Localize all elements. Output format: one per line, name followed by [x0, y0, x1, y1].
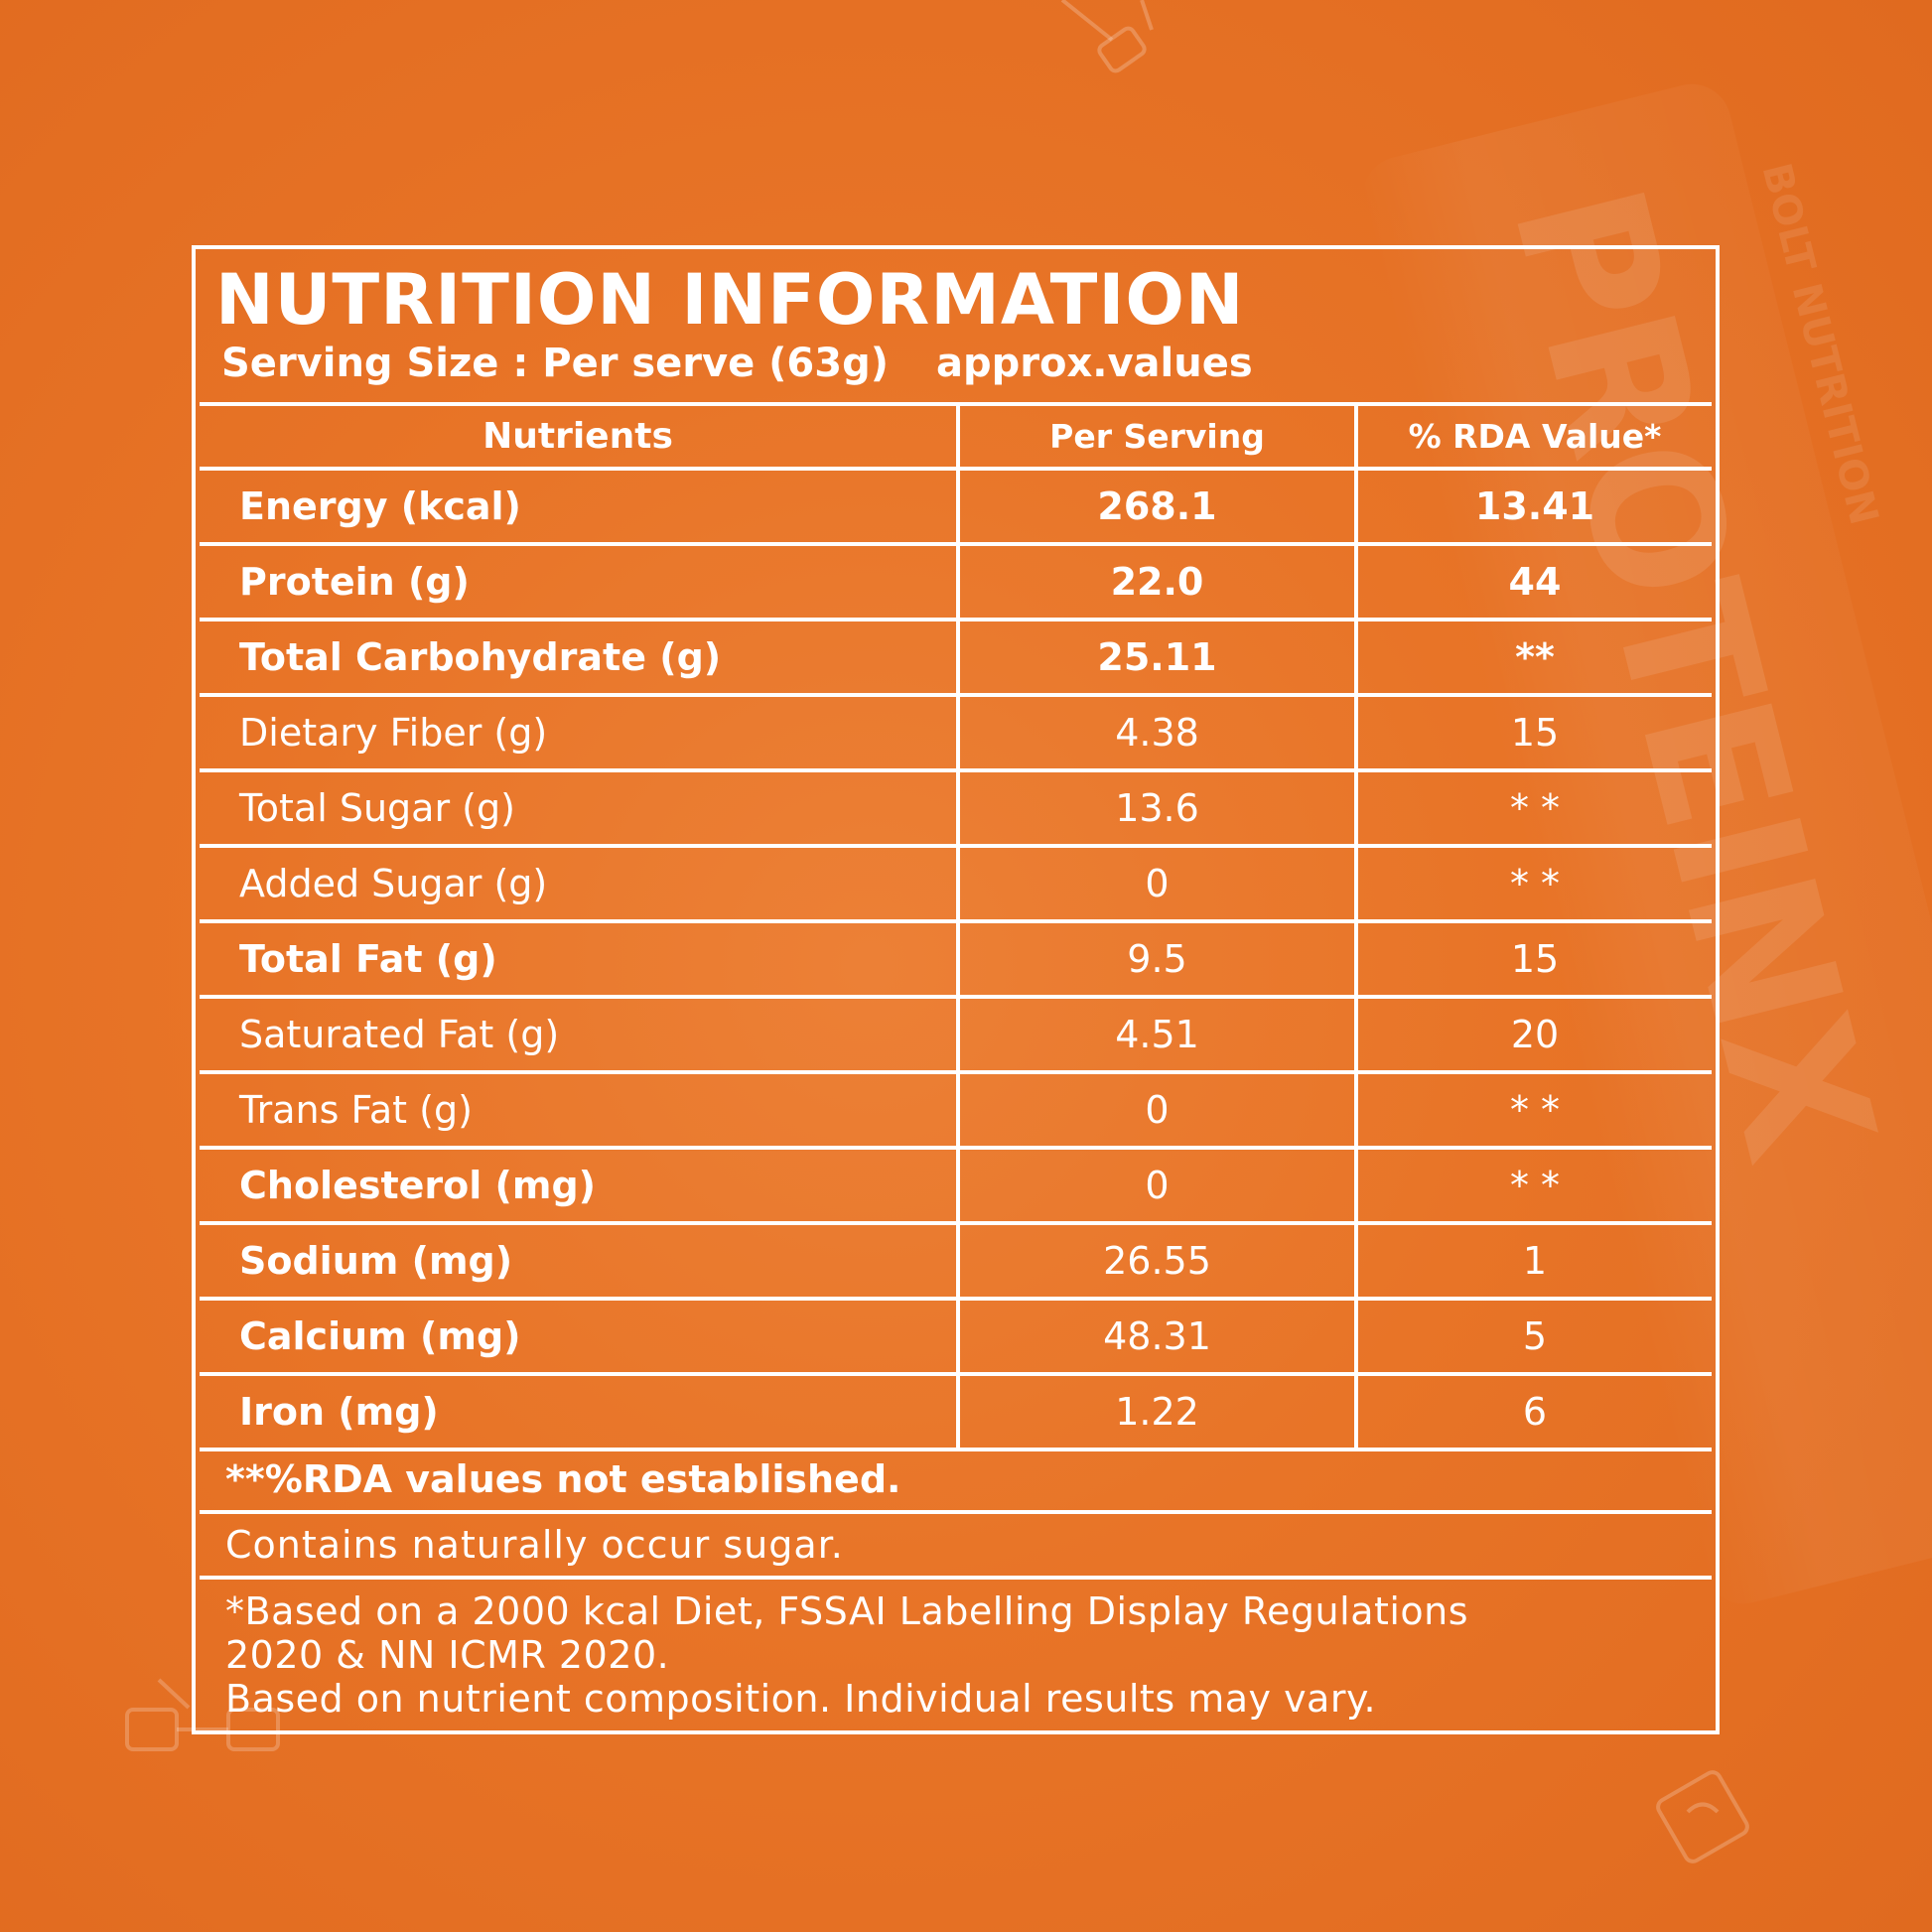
nutrient-name: Saturated Fat (g): [200, 999, 960, 1070]
per-serving-value: 48.31: [960, 1301, 1358, 1372]
nutrition-table: Nutrients Per Serving % RDA Value* Energ…: [200, 402, 1712, 1451]
table-row: Energy (kcal) 268.1 13.41: [200, 471, 1712, 546]
per-serving-value: 22.0: [960, 546, 1358, 618]
table-row: Protein (g) 22.0 44: [200, 546, 1712, 621]
nutrient-name: Total Sugar (g): [200, 772, 960, 844]
per-serving-value: 1.22: [960, 1376, 1358, 1448]
per-serving-value: 13.6: [960, 772, 1358, 844]
basis-line-2: 2020 & NN ICMR 2020.: [225, 1633, 670, 1677]
rda-value: **: [1515, 635, 1555, 679]
per-serving-value: 0: [960, 848, 1358, 919]
per-serving-value: 0: [960, 1150, 1358, 1221]
table-row: Iron (mg) 1.22 6: [200, 1376, 1712, 1451]
nutrient-name: Protein (g): [200, 546, 960, 618]
per-serving-value: 9.5: [960, 923, 1358, 995]
table-row: Cholesterol (mg) 0 * *: [200, 1150, 1712, 1225]
nutrient-name: Trans Fat (g): [200, 1074, 960, 1146]
nutrient-name: Energy (kcal): [200, 471, 960, 542]
rda-value: 15: [1510, 937, 1560, 981]
table-header-row: Nutrients Per Serving % RDA Value*: [200, 406, 1712, 471]
nutrient-name: Total Carbohydrate (g): [200, 621, 960, 693]
title-block: NUTRITION INFORMATION Serving Size : Per…: [196, 249, 1716, 404]
per-serving-value: 0: [960, 1074, 1358, 1146]
nutrient-name: Iron (mg): [200, 1376, 960, 1448]
dumbbell-icon: [125, 1678, 280, 1751]
rda-value: 5: [1522, 1314, 1548, 1358]
nutrition-panel: NUTRITION INFORMATION Serving Size : Per…: [192, 245, 1720, 1734]
per-serving-value: 25.11: [960, 621, 1358, 693]
rda-footnote: **%RDA values not established.: [200, 1449, 1712, 1514]
table-row: Trans Fat (g) 0 * *: [200, 1074, 1712, 1150]
rda-value: 20: [1510, 1013, 1560, 1056]
serving-size-line: Serving Size : Per serve (63g) approx.val…: [221, 341, 1253, 386]
nutrient-name: Sodium (mg): [200, 1225, 960, 1297]
column-header-rda: % RDA Value*: [1408, 417, 1662, 456]
nutrient-name: Calcium (mg): [200, 1301, 960, 1372]
rda-value: 1: [1522, 1239, 1548, 1283]
rda-value: * *: [1509, 786, 1561, 830]
table-row: Total Fat (g) 9.5 15: [200, 923, 1712, 999]
rda-value: 13.41: [1474, 484, 1595, 528]
table-row: Dietary Fiber (g) 4.38 15: [200, 697, 1712, 772]
column-header-per-serving: Per Serving: [960, 406, 1358, 467]
panel-title: NUTRITION INFORMATION: [215, 259, 1245, 341]
basis-footnote: *Based on a 2000 kcal Diet, FSSAI Labell…: [200, 1580, 1712, 1721]
per-serving-value: 4.51: [960, 999, 1358, 1070]
rda-value: 15: [1510, 711, 1560, 755]
per-serving-value: 268.1: [960, 471, 1358, 542]
footnotes: **%RDA values not established. Contains …: [200, 1449, 1712, 1721]
rda-value: 6: [1522, 1390, 1548, 1434]
weighing-scale-icon: [1656, 1770, 1749, 1863]
sugar-footnote: Contains naturally occur sugar.: [200, 1514, 1712, 1580]
table-row: Total Carbohydrate (g) 25.11 **: [200, 621, 1712, 697]
table-row: Total Sugar (g) 13.6 * *: [200, 772, 1712, 848]
nutrient-name: Cholesterol (mg): [200, 1150, 960, 1221]
table-row: Calcium (mg) 48.31 5: [200, 1301, 1712, 1376]
dumbbell-icon: [1060, 0, 1154, 73]
rda-value: 44: [1508, 560, 1562, 604]
rda-value: * *: [1509, 862, 1561, 905]
serving-size: Serving Size : Per serve (63g): [221, 341, 890, 386]
basis-line-3: Based on nutrient composition. Individua…: [225, 1677, 1377, 1721]
nutrient-name: Dietary Fiber (g): [200, 697, 960, 768]
rda-value: * *: [1509, 1164, 1561, 1207]
basis-line-1: *Based on a 2000 kcal Diet, FSSAI Labell…: [225, 1589, 1469, 1633]
per-serving-value: 4.38: [960, 697, 1358, 768]
table-row: Added Sugar (g) 0 * *: [200, 848, 1712, 923]
nutrient-name: Added Sugar (g): [200, 848, 960, 919]
column-header-nutrients: Nutrients: [200, 406, 960, 467]
approx-values-label: approx.values: [936, 341, 1253, 386]
table-row: Sodium (mg) 26.55 1: [200, 1225, 1712, 1301]
nutrient-name: Total Fat (g): [200, 923, 960, 995]
table-row: Saturated Fat (g) 4.51 20: [200, 999, 1712, 1074]
rda-value: * *: [1509, 1088, 1561, 1132]
per-serving-value: 26.55: [960, 1225, 1358, 1297]
